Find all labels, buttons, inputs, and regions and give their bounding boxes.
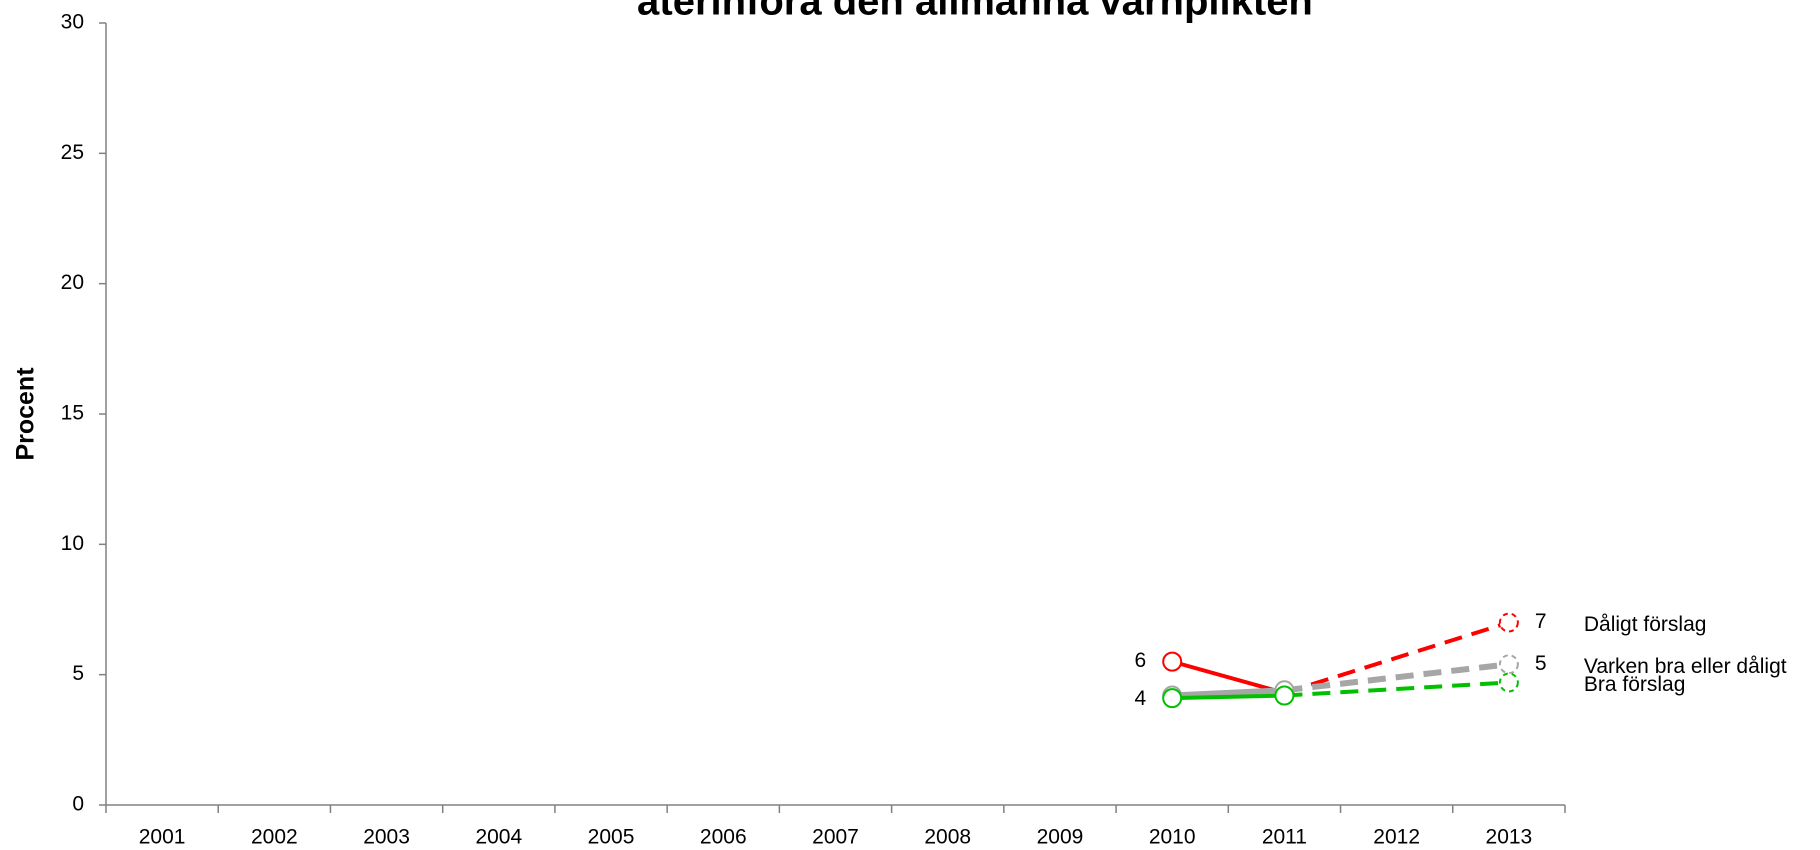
marker bbox=[1162, 688, 1183, 709]
x-tick-label: 2012 bbox=[1373, 826, 1420, 849]
line-segment bbox=[1284, 680, 1510, 698]
legend-label: Bra förslag bbox=[1584, 673, 1686, 696]
x-tick-label: 2007 bbox=[812, 826, 859, 849]
x-tick-label: 2003 bbox=[363, 826, 410, 849]
marker bbox=[1162, 651, 1183, 672]
legend-label: Dåligt förslag bbox=[1584, 613, 1707, 636]
x-tick-label: 2002 bbox=[251, 826, 298, 849]
line-segment bbox=[1172, 693, 1285, 701]
x-tick-label: 2010 bbox=[1149, 826, 1196, 849]
y-tick-label: 20 bbox=[61, 271, 84, 294]
line-segment bbox=[1283, 620, 1510, 695]
chart-title: återinföra den allmänna värnplikten bbox=[637, 0, 1313, 24]
x-tick-label: 2009 bbox=[1037, 826, 1084, 849]
data-label: 4 bbox=[1135, 687, 1147, 710]
y-tick-label: 5 bbox=[72, 662, 84, 685]
y-axis-label: Procent bbox=[12, 367, 40, 461]
legend-label: Varken bra eller dåligt bbox=[1584, 655, 1787, 678]
data-label: 6 bbox=[1135, 649, 1147, 672]
y-tick-label: 0 bbox=[72, 793, 84, 816]
y-tick-label: 10 bbox=[61, 532, 84, 555]
x-tick-label: 2001 bbox=[139, 826, 186, 849]
line-segment bbox=[1284, 661, 1510, 694]
x-tick-label: 2005 bbox=[588, 826, 635, 849]
marker bbox=[1498, 654, 1519, 675]
x-tick-label: 2004 bbox=[475, 826, 522, 849]
y-tick-label: 30 bbox=[61, 11, 84, 34]
x-tick-label: 2013 bbox=[1486, 826, 1533, 849]
x-tick-label: 2008 bbox=[924, 826, 971, 849]
x-tick-label: 2006 bbox=[700, 826, 747, 849]
marker bbox=[1274, 685, 1295, 706]
line-segment bbox=[1171, 659, 1285, 695]
x-tick-label: 2011 bbox=[1262, 826, 1307, 849]
data-label: 5 bbox=[1535, 652, 1547, 675]
data-label: 7 bbox=[1535, 610, 1547, 633]
marker bbox=[1498, 612, 1519, 633]
line-segment bbox=[1172, 687, 1285, 699]
y-tick-label: 15 bbox=[61, 402, 84, 425]
y-tick-label: 25 bbox=[61, 141, 84, 164]
marker bbox=[1498, 672, 1519, 693]
